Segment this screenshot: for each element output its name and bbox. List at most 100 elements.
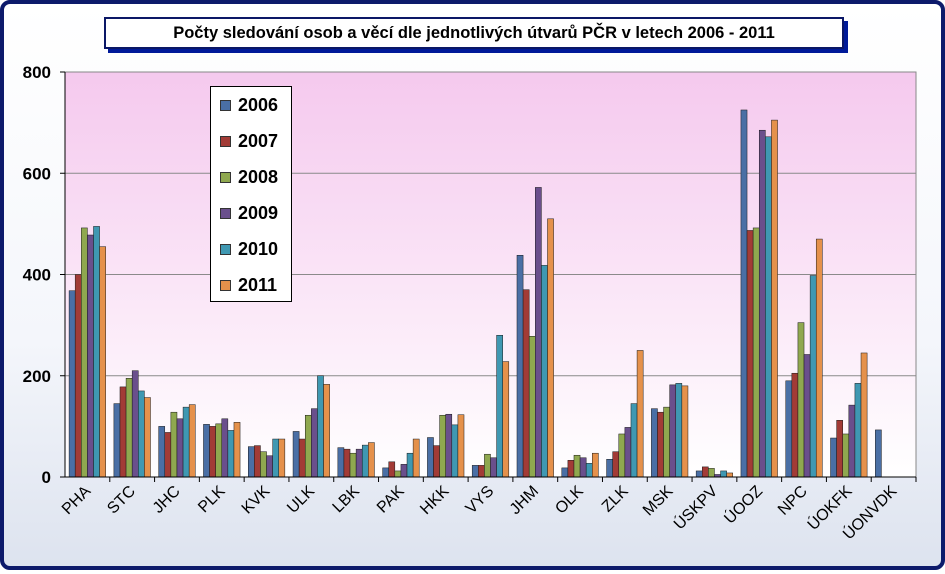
x-category-label: OLK [552, 483, 587, 518]
bars [68, 109, 882, 478]
legend-label: 2006 [238, 94, 279, 115]
bar-KVK-2006 [248, 446, 255, 478]
bar-PAK-2006 [382, 467, 389, 478]
bar-PAK-2010 [406, 452, 414, 478]
bar-ÚOKFK-2009 [848, 404, 856, 478]
chart-svg: 0 200 400 600 800 PHA STC JHC PLK KVK ULK LBK PAK HK… [23, 63, 917, 543]
x-category-label: MSK [640, 483, 677, 520]
bar-PAK-2008 [394, 470, 402, 478]
bar-ULK-2007 [298, 438, 306, 478]
bar-OLK-2009 [579, 457, 587, 478]
bar-ZLK-2010 [630, 403, 638, 478]
bar-LBK-2008 [349, 452, 357, 478]
x-category-label: PLK [195, 483, 229, 517]
bar-NPC-2006 [785, 380, 793, 478]
bar-ÚSKPV-2011 [726, 472, 734, 478]
bar-MSK-2010 [675, 383, 683, 478]
x-category-label: NPC [775, 483, 811, 519]
legend-swatch [220, 279, 231, 291]
bar-MSK-2011 [681, 385, 689, 478]
x-category-label: KVK [239, 483, 274, 518]
bar-MSK-2008 [663, 406, 670, 478]
bar-ÚOOZ-2009 [758, 129, 766, 478]
bar-STC-2006 [113, 403, 121, 478]
x-category-label: STC [104, 483, 139, 518]
bar-HKK-2010 [451, 424, 459, 478]
bar-ÚSKPV-2008 [708, 468, 715, 478]
legend: 2006 2007 2008 2009 2010 2011 [210, 86, 292, 302]
bar-ÚOKFK-2007 [836, 420, 843, 478]
legend-item-2008: 2008 [211, 159, 291, 195]
x-category-label: PHA [59, 483, 95, 519]
x-category-label: HKK [417, 483, 453, 519]
bar-KVK-2011 [278, 438, 286, 478]
y-tick-label: 200 [23, 367, 51, 386]
bar-ÚSKPV-2006 [695, 470, 703, 478]
bar-ÚSKPV-2010 [720, 470, 727, 478]
legend-swatch [220, 99, 231, 111]
bar-PLK-2011 [233, 422, 241, 478]
legend-swatch [220, 171, 231, 183]
x-category-label: LBK [330, 483, 364, 517]
bar-VYS-2010 [496, 335, 503, 478]
x-category-label: ÚSKPV [669, 481, 721, 533]
bar-LBK-2011 [368, 442, 375, 478]
bar-KVK-2010 [272, 438, 279, 478]
bar-ÚOOZ-2006 [740, 109, 748, 478]
bar-STC-2009 [131, 370, 139, 478]
legend-swatch [220, 207, 231, 219]
legend-item-2011: 2011 [211, 267, 291, 303]
bar-JHC-2008 [170, 411, 178, 478]
bar-ÚOOZ-2010 [765, 136, 772, 478]
y-tick-labels: 0 200 400 600 800 [23, 63, 65, 487]
bar-VYS-2009 [490, 457, 497, 478]
bar-OLK-2010 [585, 463, 593, 478]
y-tick-label: 600 [23, 164, 51, 183]
bar-ZLK-2007 [612, 451, 620, 478]
bar-JHM-2007 [522, 289, 530, 478]
bar-PLK-2007 [209, 426, 216, 478]
bar-VYS-2007 [478, 465, 485, 478]
bar-ÚONVDK-2006 [875, 429, 882, 478]
bar-ÚOOZ-2011 [771, 119, 778, 478]
x-category-labels: PHA STC JHC PLK KVK ULK LBK PAK HKK VYS JHM OLK ZLK M… [59, 477, 917, 543]
bar-PLK-2006 [203, 424, 210, 478]
bar-ZLK-2008 [618, 433, 626, 478]
bar-NPC-2008 [797, 322, 805, 478]
legend-label: 2011 [238, 274, 278, 295]
bar-VYS-2006 [471, 465, 479, 478]
bar-KVK-2008 [260, 451, 267, 478]
bar-LBK-2006 [337, 447, 345, 478]
bar-ÚOKFK-2010 [854, 383, 862, 478]
x-category-label: ZLK [599, 483, 632, 516]
bar-HKK-2011 [457, 414, 465, 478]
bar-LBK-2007 [343, 448, 351, 478]
x-category-label: PAK [374, 483, 408, 517]
bar-PLK-2010 [227, 430, 235, 478]
bar-STC-2008 [125, 378, 133, 478]
chart-title: Počty sledování osob a věcí dle jednotli… [104, 17, 844, 49]
x-category-label: JHM [507, 483, 542, 518]
bar-MSK-2006 [651, 408, 658, 478]
legend-item-2009: 2009 [211, 195, 291, 231]
bar-MSK-2009 [669, 384, 677, 478]
bar-ULK-2008 [304, 414, 312, 478]
bar-OLK-2006 [561, 467, 569, 478]
bar-JHM-2011 [547, 218, 554, 478]
bar-VYS-2011 [502, 361, 510, 478]
bar-LBK-2010 [361, 444, 369, 478]
bar-PHA-2009 [87, 234, 94, 478]
bar-NPC-2011 [815, 238, 823, 478]
bar-STC-2010 [138, 390, 145, 478]
bar-KVK-2007 [254, 445, 261, 478]
bar-OLK-2011 [592, 452, 599, 478]
bar-HKK-2006 [427, 437, 434, 478]
bar-ÚOOZ-2008 [752, 227, 760, 478]
legend-label: 2008 [238, 166, 279, 187]
legend-label: 2007 [238, 130, 279, 151]
bar-HKK-2009 [445, 413, 453, 478]
bar-JHM-2010 [541, 265, 548, 478]
bar-JHC-2007 [164, 432, 172, 478]
bar-LBK-2009 [355, 448, 363, 478]
